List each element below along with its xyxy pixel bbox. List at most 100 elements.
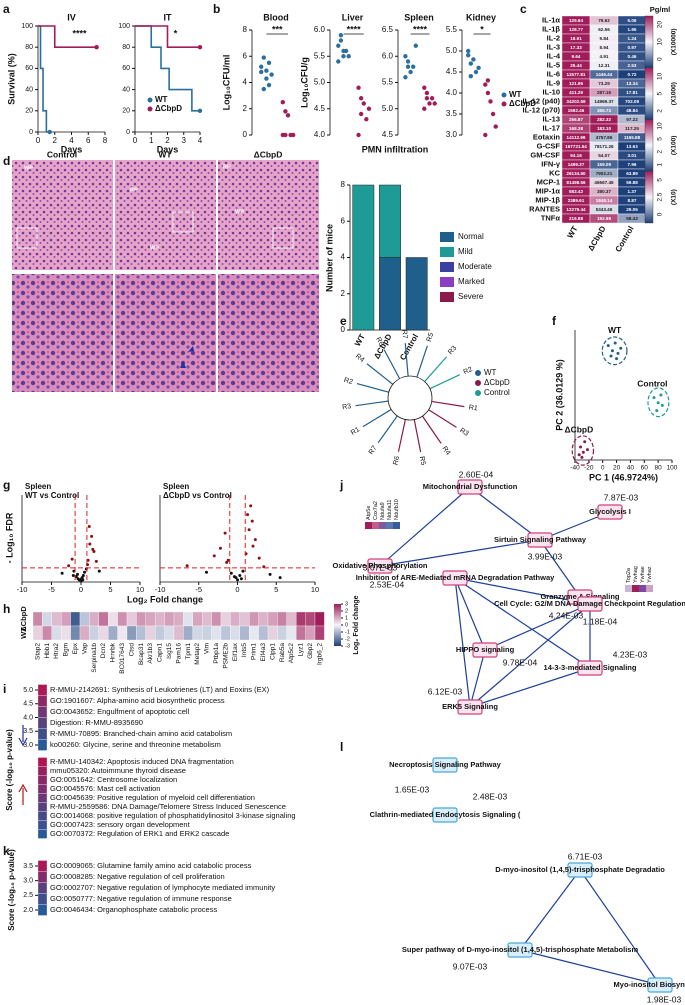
row-label: MIP-1β (535, 195, 560, 204)
dot (366, 106, 372, 111)
legend-label: Control (484, 388, 510, 397)
heat-cell (305, 611, 316, 627)
legend-marker (501, 101, 507, 107)
heat-cell (79, 611, 90, 627)
x-axis-label: Days (157, 144, 179, 154)
point (94, 559, 98, 563)
edge (469, 667, 591, 708)
end-marker (94, 45, 99, 50)
heat-cell (296, 611, 306, 627)
cell-value: 183.10 (597, 126, 611, 131)
point (585, 448, 589, 452)
dot (283, 132, 288, 138)
heat-cell (136, 611, 146, 627)
row-label: IFN-γ (541, 159, 561, 168)
axes (37, 26, 105, 133)
node-pvalue: 4.23E-03 (613, 649, 648, 659)
node (527, 532, 553, 548)
node-pvalue: 1.65E-03 (395, 784, 430, 794)
dot (283, 109, 288, 114)
colorbar (644, 171, 654, 224)
plot-title: Spleen (404, 12, 434, 22)
branch (429, 374, 461, 390)
score-cell (37, 784, 48, 794)
dot (485, 90, 491, 96)
axes (574, 330, 672, 461)
x-tick-label: 1 (149, 136, 154, 145)
end-marker (197, 108, 203, 114)
y-tick-label: 100 (21, 23, 33, 30)
point (225, 560, 229, 564)
dot (405, 64, 411, 69)
x-tick-label: 2 (53, 136, 58, 145)
x-tick-label: 0 (235, 585, 239, 594)
cell-value: 8.94 (600, 45, 609, 50)
cell-value: 0.72 (628, 72, 637, 77)
panel-label: f (552, 314, 557, 328)
legend-label: WT (484, 368, 497, 377)
y-tick-label: 60 (122, 65, 130, 72)
group-ellipse (647, 387, 670, 418)
leaf-label: R5 (418, 456, 427, 466)
edge (469, 486, 541, 541)
heat-cell (42, 625, 52, 641)
y-tick-label: 100 (118, 23, 130, 30)
node-label: Necroptosis Signaling Pathway (389, 760, 502, 769)
score-cell (37, 904, 48, 916)
panel-label: c (520, 2, 527, 16)
y-tick-label: 6.0 (382, 51, 394, 60)
branch (362, 408, 392, 428)
heat-cell (79, 625, 90, 641)
gene-label: Ptbp1a (213, 643, 220, 664)
x-tick-label: 0 (36, 136, 41, 145)
colorbar-tick-label: 1 (345, 615, 348, 621)
dot (285, 113, 291, 118)
colorbar-tick: 1 (657, 163, 664, 167)
score-cell (37, 893, 48, 905)
score-cell (37, 860, 48, 872)
cell-value: 5343.46 (596, 207, 613, 212)
term-label: GO:0007423: sensory organ development (50, 820, 191, 829)
dot (403, 75, 408, 80)
colorbar-scale: (X100) (671, 136, 678, 156)
bar-segment (352, 184, 375, 331)
colorbar (644, 67, 654, 120)
y-axis-label: Survival (%) (6, 53, 16, 105)
x-tick-label: 40 (627, 465, 635, 472)
heat-cell (89, 625, 99, 641)
heat-cell (192, 625, 203, 641)
colorbar-tick-label: -1 (345, 629, 350, 635)
inset-box (16, 227, 38, 249)
y-tick-label: 5.5 (446, 25, 458, 34)
y-tick-label: 0 (126, 129, 130, 136)
histology-zoom (115, 274, 216, 392)
cell-value: 48.84 (626, 108, 638, 113)
heat-cell (183, 625, 193, 641)
y-tick-label: 20 (122, 108, 130, 115)
histology-image (218, 160, 319, 270)
leaf-label: R3 (458, 427, 469, 438)
score-cell (37, 684, 48, 696)
plot-title: IV (67, 12, 76, 22)
point (212, 554, 216, 558)
cell-value: 4.91 (600, 54, 609, 59)
branch (421, 415, 442, 444)
heat-cell (314, 611, 325, 627)
legend-label: ΔCbpD (484, 378, 510, 387)
term-label: GO:0002707: Negative regulation of lymph… (50, 883, 275, 892)
significance: * (480, 24, 484, 34)
bar-segment (379, 257, 401, 331)
cell-value: 97.22 (626, 117, 638, 122)
edge (579, 869, 661, 986)
row-label: IL-1β (542, 24, 560, 33)
dot (336, 59, 341, 64)
gene-label: Hbb1 (44, 643, 51, 659)
cell-value: 14112.99 (567, 135, 586, 140)
histology-image (115, 160, 216, 270)
dot (408, 69, 413, 75)
colorbar-tick-label: 4.0 (23, 714, 33, 721)
gene-label: Isg15 (166, 643, 173, 659)
legend-label: WT (155, 95, 168, 104)
gene-label: Htra2 (53, 643, 60, 659)
legend-label: ΔCbpD (509, 99, 536, 108)
